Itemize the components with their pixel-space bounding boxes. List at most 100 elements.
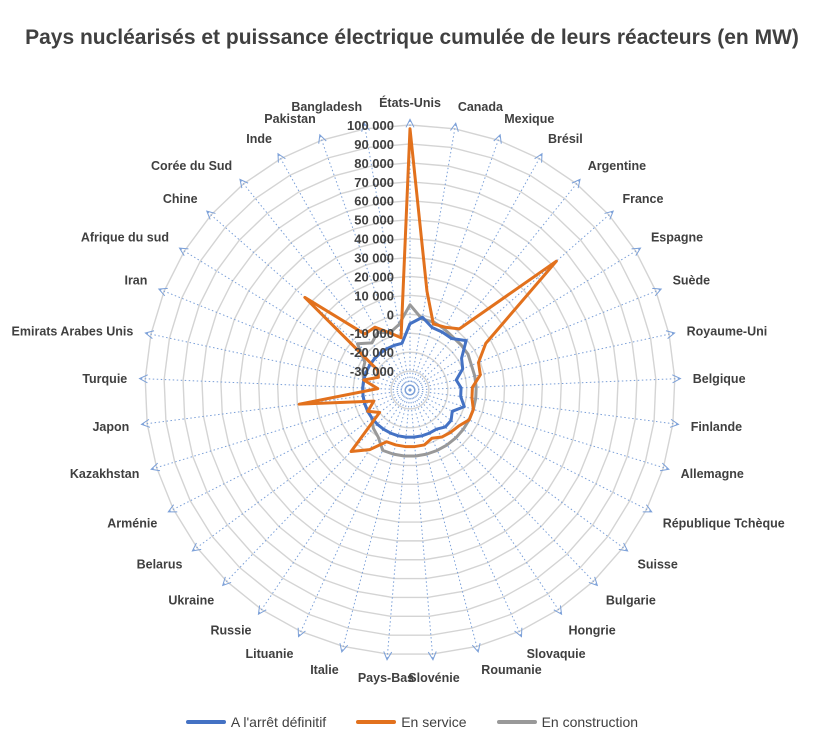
spoke-arrow xyxy=(534,152,543,163)
spoke-arrow xyxy=(297,627,306,638)
tick-label: 30 000 xyxy=(354,251,394,266)
tick-label: 60 000 xyxy=(354,194,394,209)
grid-ring xyxy=(201,181,619,599)
category-label: Royaume-Uni xyxy=(687,324,768,338)
spoke xyxy=(222,389,411,586)
legend-swatch-construction xyxy=(496,720,537,724)
spoke-arrow xyxy=(405,118,415,128)
spoke xyxy=(409,210,614,391)
spoke xyxy=(386,389,411,660)
grid-ring xyxy=(390,370,430,410)
tick-label: 70 000 xyxy=(354,175,394,190)
series-group xyxy=(297,127,558,458)
spoke-arrow xyxy=(493,133,502,144)
spoke-arrow xyxy=(672,374,682,384)
spoke-arrow xyxy=(383,651,393,661)
spoke xyxy=(341,389,411,653)
spoke xyxy=(298,389,411,637)
grid-ring xyxy=(258,237,562,542)
grid-ring xyxy=(239,218,581,561)
spoke-arrow xyxy=(167,504,178,513)
category-label: Belarus xyxy=(137,557,183,571)
spoke xyxy=(409,378,681,391)
series-line-arret xyxy=(361,315,468,439)
tick-label: 40 000 xyxy=(354,232,394,247)
tick-labels: -30 000 -20 000 -10 000 0 10 000 20 000 30 000… xyxy=(347,118,394,379)
spoke-arrow xyxy=(277,152,286,163)
category-label: Hongrie xyxy=(568,623,615,637)
spoke-arrow xyxy=(659,462,670,472)
tick-label: 100 000 xyxy=(347,118,394,133)
category-label: Suède xyxy=(673,273,711,287)
spoke-arrow xyxy=(144,330,155,339)
spoke xyxy=(258,389,411,615)
category-label: Italie xyxy=(310,663,339,677)
spoke-arrow xyxy=(339,643,349,654)
category-label: Brésil xyxy=(548,132,583,146)
category-label: Japon xyxy=(92,420,129,434)
spoke-arrow xyxy=(652,287,663,297)
category-label: Slovénie xyxy=(408,671,459,685)
spoke-arrow xyxy=(618,542,629,552)
category-label: Espagne xyxy=(651,231,703,245)
grid-ring xyxy=(182,162,638,618)
spoke xyxy=(409,389,628,552)
grid-ring xyxy=(314,294,506,486)
grid-ring xyxy=(163,143,657,636)
spoke xyxy=(409,389,598,586)
spoke xyxy=(206,210,411,391)
category-label: Pays-Bas xyxy=(358,671,414,685)
spoke xyxy=(409,389,562,615)
category-label: Turquie xyxy=(82,372,127,386)
legend-label-construction: En construction xyxy=(541,714,639,730)
legend-item-service: En service xyxy=(356,714,467,730)
legend-swatch-arret xyxy=(185,720,226,724)
spoke xyxy=(179,247,411,391)
category-label: Arménie xyxy=(107,516,157,530)
tick-label: -10 000 xyxy=(350,326,394,341)
category-label: Bulgarie xyxy=(606,593,656,607)
grid-ring xyxy=(276,256,544,523)
spoke xyxy=(158,288,411,391)
spoke xyxy=(319,134,411,391)
spoke xyxy=(363,123,411,391)
series-line-service xyxy=(297,127,558,453)
tick-label: 0 xyxy=(387,307,394,322)
spoke xyxy=(141,389,411,425)
category-label: Suisse xyxy=(638,557,678,571)
spoke-arrow xyxy=(665,330,676,339)
spoke-arrow xyxy=(631,247,642,256)
category-label: France xyxy=(622,192,663,206)
spoke xyxy=(192,389,411,552)
tick-label: 20 000 xyxy=(354,269,394,284)
category-label: Canada xyxy=(458,100,504,114)
category-label: Russie xyxy=(211,623,252,637)
tick-label: 10 000 xyxy=(354,288,394,303)
legend-label-service: En service xyxy=(401,714,467,730)
spoke xyxy=(409,389,522,637)
spoke-arrow xyxy=(318,133,327,144)
category-label: Mexique xyxy=(504,112,554,126)
category-label: Belgique xyxy=(693,372,746,386)
spoke xyxy=(168,389,411,513)
grid-ring xyxy=(333,313,487,467)
spoke xyxy=(409,332,675,391)
category-label: République Tchèque xyxy=(663,516,785,530)
spoke-arrow xyxy=(450,122,459,132)
category-label: Argentine xyxy=(588,159,646,173)
spoke xyxy=(409,389,652,513)
spoke-arrow xyxy=(427,651,437,661)
spoke-arrow xyxy=(361,122,370,132)
spoke xyxy=(409,288,662,391)
legend: A l'arrêt définitif En service En constr… xyxy=(0,714,824,730)
grid-rings xyxy=(144,124,676,655)
tick-label: 90 000 xyxy=(354,137,394,152)
spoke-arrow xyxy=(604,210,615,220)
spoke-arrow xyxy=(239,178,249,189)
category-label: Afrique du sud xyxy=(81,231,169,245)
legend-swatch-service xyxy=(356,720,397,724)
grid-ring xyxy=(295,275,525,504)
chart-title: Pays nucléarisés et puissance électrique… xyxy=(25,26,799,49)
spoke-arrow xyxy=(257,605,267,616)
